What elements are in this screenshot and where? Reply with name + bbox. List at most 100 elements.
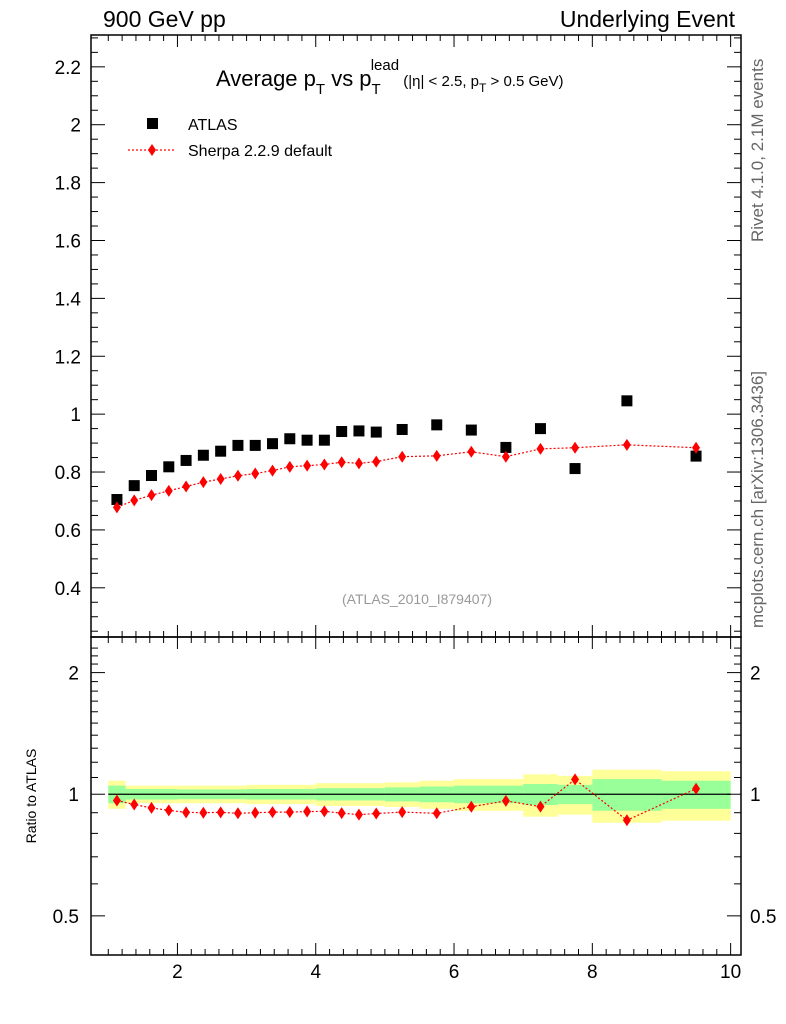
ratio-sherpa-point bbox=[268, 806, 277, 819]
ratio-y-tick-label: 1 bbox=[68, 785, 79, 806]
ratio-band-inner-10 bbox=[592, 779, 662, 811]
sherpa-point bbox=[164, 484, 173, 497]
atlas-point bbox=[465, 424, 477, 436]
ratio-y-tick-label: 2 bbox=[68, 664, 79, 685]
atlas-point bbox=[336, 426, 348, 438]
ratio-sherpa-point bbox=[164, 804, 173, 817]
sherpa-point bbox=[320, 458, 329, 471]
main-y-tick-label: 0.8 bbox=[55, 463, 81, 484]
main-y-tick-label: 1.6 bbox=[55, 231, 81, 252]
sherpa-point bbox=[182, 480, 191, 493]
x-tick-label: 8 bbox=[587, 962, 598, 983]
sherpa-point bbox=[398, 450, 407, 463]
ratio-sherpa-point bbox=[303, 805, 312, 818]
ratio-sherpa-point bbox=[112, 794, 121, 807]
sherpa-point bbox=[199, 476, 208, 489]
ratio-sherpa-point bbox=[199, 806, 208, 819]
atlas-point bbox=[690, 450, 702, 462]
sherpa-point bbox=[130, 494, 139, 507]
ratio-sherpa-point bbox=[251, 806, 260, 819]
atlas-point bbox=[146, 470, 158, 482]
main-y-tick-label: 1 bbox=[70, 405, 81, 426]
sherpa-point bbox=[571, 441, 580, 454]
atlas-point bbox=[111, 494, 123, 506]
legend: ATLAS Sherpa 2.2.9 default bbox=[128, 117, 333, 160]
ratio-sherpa-point bbox=[147, 801, 156, 814]
main-y-tick-label: 1.8 bbox=[55, 174, 81, 195]
ratio-sherpa-point bbox=[130, 798, 139, 811]
sherpa-point bbox=[147, 489, 156, 502]
main-y-tick-label: 0.4 bbox=[55, 579, 82, 600]
ratio-sherpa-point bbox=[501, 794, 510, 807]
sherpa-point bbox=[536, 442, 545, 455]
ratio-y-tick-label-right: 1 bbox=[750, 785, 761, 806]
ratio-sherpa-point bbox=[432, 807, 441, 820]
atlas-point bbox=[500, 441, 512, 453]
atlas-point bbox=[215, 445, 227, 457]
atlas-point bbox=[353, 425, 365, 437]
ratio-y-tick-label-right: 2 bbox=[750, 664, 761, 685]
atlas-point bbox=[249, 439, 261, 451]
axes: 2 4 6 8 10 0.4 0.6 0.8 1 1.2 1.4 1.6 1.8 2 2.2 0.5 0.5 1 1… bbox=[53, 34, 776, 983]
sherpa-point bbox=[268, 464, 277, 477]
main-y-tick-label: 1.2 bbox=[55, 347, 81, 368]
sherpa-point bbox=[622, 438, 631, 451]
ratio-sherpa-point bbox=[622, 814, 631, 827]
atlas-point bbox=[232, 439, 244, 451]
ratio-y-tick-label: 0.5 bbox=[53, 907, 79, 928]
ratio-sherpa-point bbox=[536, 800, 545, 813]
sherpa-point bbox=[372, 455, 381, 468]
main-y-tick-label: 2 bbox=[70, 116, 81, 137]
atlas-point bbox=[267, 438, 279, 450]
ratio-sherpa-point bbox=[337, 807, 346, 820]
sherpa-point bbox=[216, 472, 225, 485]
ratio-sherpa-point bbox=[182, 806, 191, 819]
main-y-tick-label: 0.6 bbox=[55, 521, 81, 542]
ratio-frame bbox=[90, 636, 742, 956]
ratio-y-tick-label-right: 0.5 bbox=[750, 907, 776, 928]
legend-sherpa-marker bbox=[148, 144, 156, 156]
atlas-point bbox=[569, 463, 581, 475]
x-tick-label: 6 bbox=[449, 962, 460, 983]
ratio-sherpa-point bbox=[285, 806, 294, 819]
atlas-point bbox=[370, 426, 382, 438]
atlas-point bbox=[431, 419, 443, 431]
atlas-point bbox=[621, 395, 633, 407]
ratio-sherpa-point bbox=[571, 773, 580, 786]
sherpa-point bbox=[251, 467, 260, 480]
ratio-sherpa-point bbox=[398, 806, 407, 819]
atlas-point bbox=[318, 434, 330, 446]
atlas-point bbox=[396, 423, 408, 435]
atlas-point bbox=[301, 434, 313, 446]
sherpa-point bbox=[692, 441, 701, 454]
legend-sherpa-label: Sherpa 2.2.9 default bbox=[188, 143, 333, 160]
ratio-sherpa-line bbox=[116, 778, 697, 821]
atlas-point bbox=[197, 449, 209, 461]
atlas-point bbox=[128, 480, 140, 492]
header-right: Underlying Event bbox=[559, 6, 735, 32]
sherpa-point bbox=[303, 459, 312, 472]
atlas-point bbox=[284, 433, 296, 445]
sherpa-point bbox=[467, 445, 476, 458]
sherpa-point bbox=[337, 456, 346, 469]
x-tick-label: 10 bbox=[720, 962, 741, 983]
ratio-sherpa-point bbox=[216, 806, 225, 819]
data-marks bbox=[108, 395, 731, 827]
atlas-point bbox=[180, 454, 192, 466]
chart-title: Average pT vs pTlead (|η| < 2.5, pT > 0.… bbox=[216, 57, 563, 98]
sherpa-point bbox=[112, 501, 121, 514]
atlas-point bbox=[163, 461, 175, 473]
ratio-ylabel: Ratio to ATLAS bbox=[23, 749, 39, 844]
ratio-sherpa-point bbox=[372, 807, 381, 820]
sherpa-point bbox=[285, 460, 294, 473]
main-y-tick-label: 2.2 bbox=[55, 58, 81, 79]
sherpa-point bbox=[354, 457, 363, 470]
sherpa-point bbox=[432, 449, 441, 462]
atlas-point bbox=[534, 423, 546, 435]
ratio-sherpa-point bbox=[692, 782, 701, 795]
legend-atlas-label: ATLAS bbox=[188, 117, 238, 134]
x-tick-label: 2 bbox=[172, 962, 183, 983]
sherpa-point bbox=[233, 469, 242, 482]
x-tick-label: 4 bbox=[310, 962, 321, 983]
